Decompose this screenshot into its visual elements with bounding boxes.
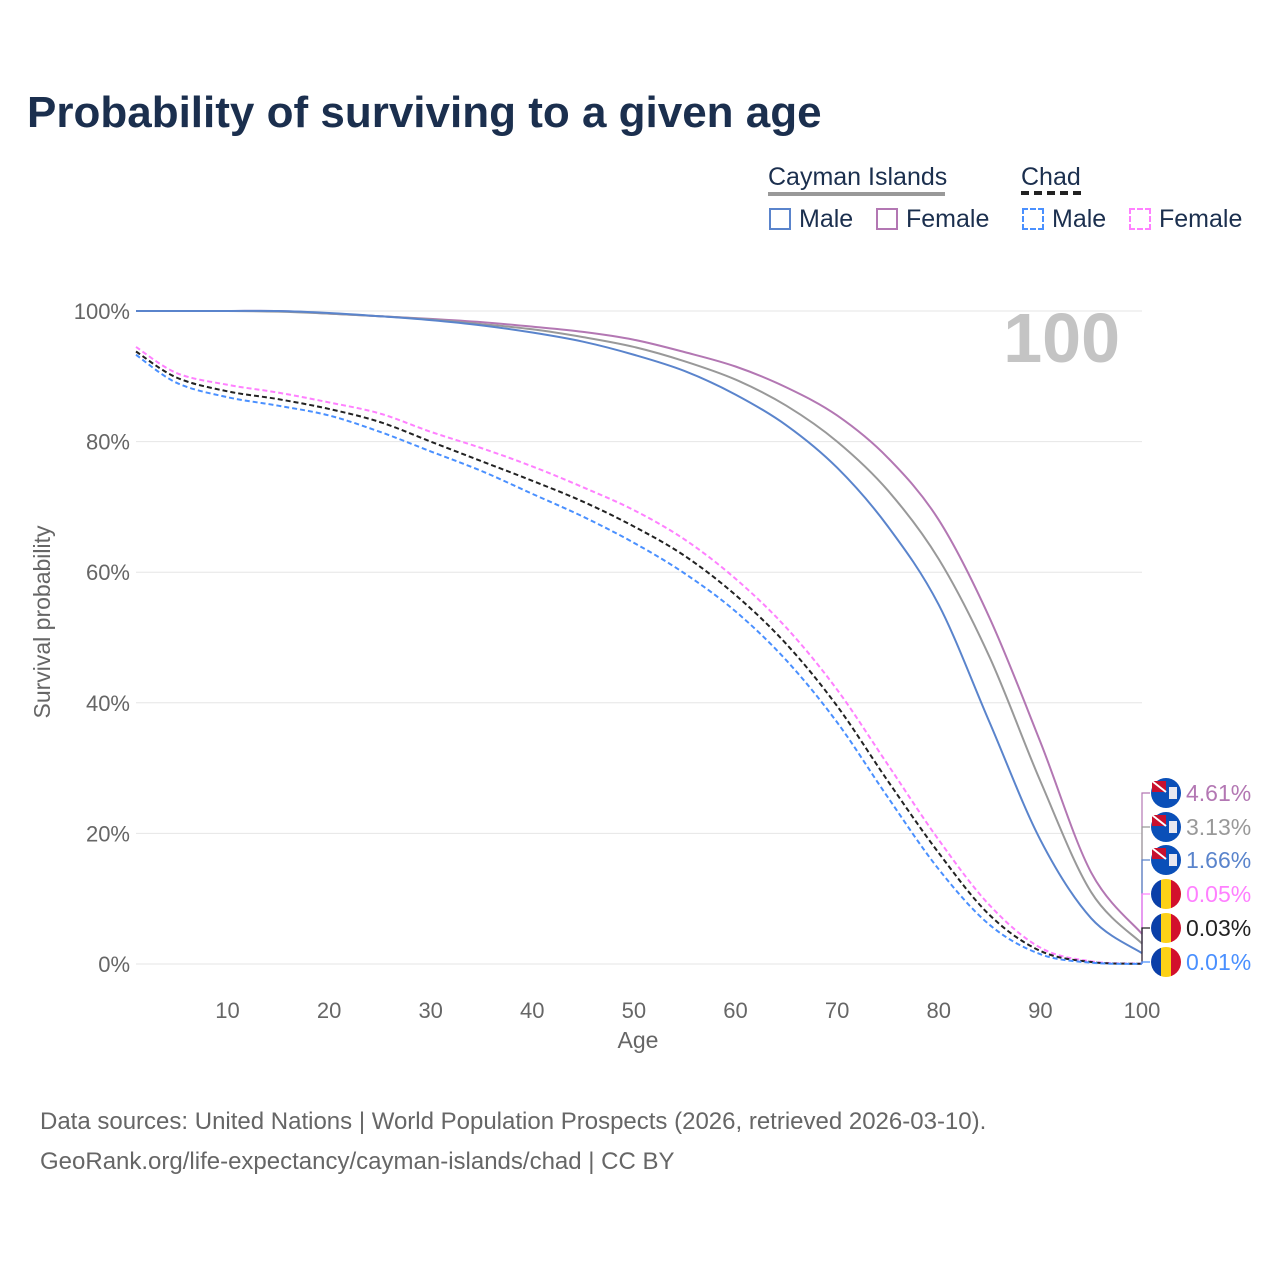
chad-flag-icon: [1151, 879, 1181, 909]
label-connector: [1141, 859, 1150, 954]
series-line-cayman-islands-male: [136, 309, 1143, 954]
flag-stripe: [1161, 879, 1171, 909]
x-tick-label: 80: [927, 998, 951, 1023]
legend-cayman-female[interactable]: Female: [906, 205, 990, 233]
flag-cross: [1151, 847, 1167, 860]
legend-group-chad: Chad: [1021, 163, 1081, 191]
legend-swatch-chad-male: [1022, 208, 1044, 230]
x-tick-label: 90: [1028, 998, 1052, 1023]
legend-solid-line: [768, 192, 945, 196]
x-tick-label: 30: [418, 998, 442, 1023]
end-value-label: 3.13%: [1186, 814, 1251, 840]
end-value-label: 0.01%: [1186, 949, 1251, 975]
legend-chad-female[interactable]: Female: [1159, 205, 1243, 233]
flag-cross: [1151, 814, 1167, 827]
flag-stripe: [1171, 879, 1181, 909]
x-tick-label: 100: [1124, 998, 1161, 1023]
label-connector: [1141, 961, 1150, 964]
flag-cross: [1151, 780, 1167, 793]
series-line-cayman-islands-total: [136, 309, 1143, 945]
flag-stripe: [1171, 947, 1181, 977]
end-value-label: 4.61%: [1186, 780, 1251, 806]
flag-shield: [1169, 821, 1177, 833]
end-value-label: 1.66%: [1186, 847, 1251, 873]
x-axis-label: Age: [618, 1027, 659, 1053]
flag-stripe: [1161, 913, 1171, 943]
flag-stripe: [1151, 947, 1161, 977]
series-line-cayman-islands-female: [136, 309, 1143, 935]
series-line-chad-male: [135, 353, 1143, 965]
flag-stripe: [1151, 913, 1161, 943]
age-marker: 100: [1003, 299, 1120, 377]
legend-cayman-male[interactable]: Male: [799, 205, 854, 233]
x-tick-label: 10: [215, 998, 239, 1023]
y-tick-label: 60%: [86, 560, 130, 585]
x-tick-label: 50: [622, 998, 646, 1023]
x-tick-label: 60: [723, 998, 747, 1023]
end-value-label: 0.03%: [1186, 915, 1251, 941]
label-connector: [1141, 927, 1150, 964]
series-line-chad-female: [135, 346, 1143, 965]
cayman-islands-flag-icon: [1151, 812, 1181, 842]
label-connector: [1141, 893, 1150, 964]
flag-stripe: [1151, 879, 1161, 909]
x-tick-label: 70: [825, 998, 849, 1023]
end-value-label: 0.05%: [1186, 881, 1251, 907]
flag-shield: [1169, 787, 1177, 799]
x-tick-label: 20: [317, 998, 341, 1023]
y-tick-label: 20%: [86, 821, 130, 846]
chart-title: Probability of surviving to a given age: [27, 88, 822, 137]
flag-stripe: [1171, 913, 1181, 943]
legend-swatch-chad-female: [1129, 208, 1151, 230]
y-tick-label: 100%: [74, 299, 130, 324]
footer-sources: Data sources: United Nations | World Pop…: [40, 1108, 987, 1135]
legend-dashed-line: [1021, 191, 1081, 195]
legend-chad-male[interactable]: Male: [1052, 205, 1107, 233]
chad-flag-icon: [1151, 913, 1181, 943]
series-line-chad-total: [135, 350, 1143, 965]
legend-swatch-cayman-male: [769, 208, 791, 230]
footer-link[interactable]: GeoRank.org/life-expectancy/cayman-islan…: [40, 1148, 675, 1175]
y-tick-label: 80%: [86, 430, 130, 455]
y-tick-label: 0%: [98, 952, 130, 977]
flag-stripe: [1161, 947, 1171, 977]
x-tick-label: 40: [520, 998, 544, 1023]
label-connector: [1141, 792, 1150, 934]
legend-group-cayman: Cayman Islands: [768, 163, 948, 191]
cayman-islands-flag-icon: [1151, 845, 1181, 875]
cayman-islands-flag-icon: [1151, 778, 1181, 808]
y-tick-label: 40%: [86, 691, 130, 716]
y-axis-label: Survival probability: [29, 525, 55, 719]
label-connector: [1141, 826, 1150, 944]
legend-swatch-cayman-female: [876, 208, 898, 230]
flag-shield: [1169, 854, 1177, 866]
chad-flag-icon: [1151, 947, 1181, 977]
